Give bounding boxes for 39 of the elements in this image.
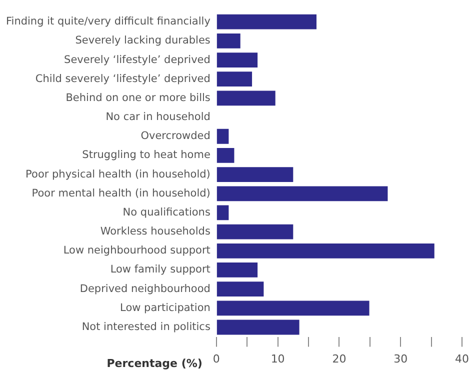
x-axis-title: Percentage (%) [106,356,202,370]
y-tick-label: Severely ‘lifestyle’ deprived [64,54,210,66]
bar [216,14,316,30]
y-tick-label: No qualifications [122,206,210,218]
y-tick-label: Behind on one or more bills [66,92,210,104]
y-tick-label: Struggling to heat home [82,149,210,162]
bar [216,300,370,316]
y-tick-label: Low family support [110,264,210,276]
y-tick-label: Child severely ‘lifestyle’ deprived [35,72,210,85]
x-tick-label: 0 [212,352,220,366]
y-tick-label: Poor physical health (in household) [26,168,210,180]
bar [216,262,258,278]
y-tick-label: Low neighbourhood support [63,244,210,257]
x-tick-label: 10 [270,352,285,366]
y-tick-label: Overcrowded [140,130,210,142]
x-tick-label: 40 [455,352,469,366]
bar [216,186,388,202]
y-tick-label: No car in household [106,111,210,124]
bar [216,205,229,220]
bar [216,320,300,335]
bar [216,128,229,144]
bar [216,72,252,87]
bar [216,90,276,106]
bar [216,148,234,163]
y-tick-label: Deprived neighbourhood [80,282,210,295]
y-tick-label: Severely lacking durables [75,34,210,47]
y-tick-label: Workless households [100,226,210,238]
bar [216,243,434,258]
bar [216,282,264,297]
y-tick-label: Finding it quite/very difficult financially [6,16,210,28]
bar [216,33,240,48]
bar [216,224,294,240]
y-tick-label: Poor mental health (in household) [32,187,210,200]
y-tick-label: Low participation [120,302,210,314]
y-tick-label: Not interested in politics [82,320,210,333]
bar [216,167,294,182]
x-tick-label: 20 [332,352,346,366]
bar [216,52,258,68]
x-tick-label: 30 [394,352,408,366]
